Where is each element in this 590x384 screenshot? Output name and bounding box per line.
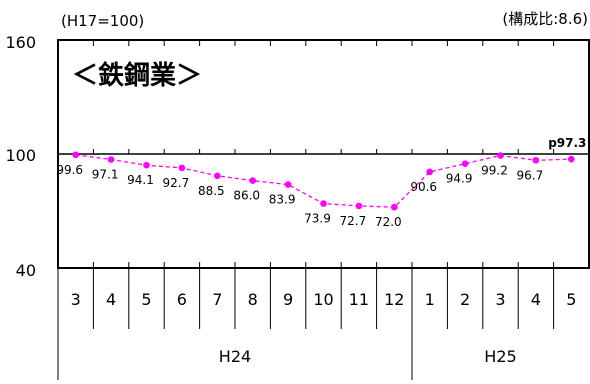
data-point [426,168,434,176]
x-tick-label: 4 [531,290,541,309]
x-tick-label: 4 [106,290,116,309]
data-point [391,203,398,211]
data-label: 72.0 [375,215,402,229]
x-tick-label: 1 [425,290,435,309]
data-label: 94.1 [127,173,154,187]
data-point [284,181,292,188]
share-note: (構成比:8.6) [502,10,588,28]
data-label: 88.5 [198,184,225,198]
x-tick-label: 5 [566,290,576,309]
data-label: 92.7 [163,176,190,190]
data-point [497,152,504,159]
series-layer: 99.6 97.1 94.1 92.7 88.5 86.0 83.9 73.9 72.7 72.0… [56,136,586,229]
y-tick-label-160: 160 [5,33,36,52]
data-point [249,177,256,184]
x-tick-label: 10 [313,290,333,309]
data-point [355,202,363,210]
data-point [72,151,79,159]
data-label: 99.6 [56,163,83,177]
data-label: 83.9 [269,193,296,207]
data-point [107,156,115,163]
data-label: 73.9 [304,212,331,226]
data-point [143,161,150,169]
base-note: (H17=100) [61,12,144,30]
data-point [320,200,327,207]
x-tick-label: 12 [384,290,404,309]
x-tick-label: 11 [349,290,369,309]
y-tick-label-40: 40 [16,261,36,280]
data-point [532,156,540,164]
x-tick-label: 2 [460,290,470,309]
year-group-label: H24 [219,347,251,366]
data-label: p97.3 [548,136,586,150]
data-label: 72.7 [340,214,367,228]
data-point [461,160,469,167]
data-label: 97.1 [92,168,119,182]
chart-title: ＜鉄鋼業＞ [72,60,202,91]
x-tick-label: 6 [177,290,187,309]
x-tick-label: 3 [71,290,81,309]
data-label: 90.6 [410,180,437,194]
year-group-label: H25 [484,347,516,366]
data-point [214,172,221,180]
x-tick-label: 5 [141,290,151,309]
data-label: 94.9 [446,172,473,186]
data-label: 86.0 [233,189,260,203]
x-tick-label: 8 [248,290,258,309]
x-tick-label: 9 [283,290,293,309]
data-label: 99.2 [481,164,508,178]
x-tick-label: 3 [495,290,505,309]
data-label: 96.7 [517,168,544,182]
data-point [178,164,186,172]
data-point [568,155,575,163]
x-tick-label: 7 [212,290,222,309]
y-tick-label-100: 100 [5,146,36,165]
